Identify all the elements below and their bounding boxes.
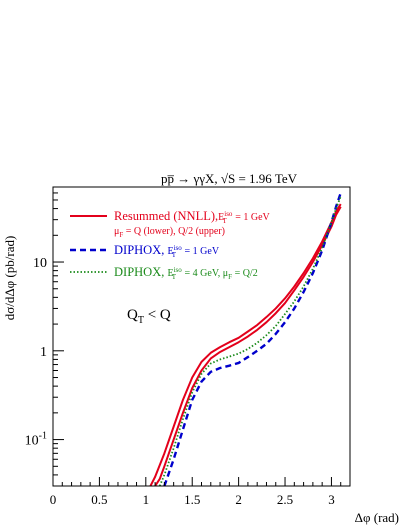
- legend-e-rest: = 4 GeV,: [182, 268, 223, 279]
- y-tick-label: 1: [40, 345, 47, 360]
- y-tick-label: 10: [33, 256, 47, 271]
- legend-e: E: [167, 268, 173, 279]
- x-tick-label: 3: [328, 492, 335, 507]
- legend-e-sub: T: [172, 251, 177, 259]
- legend-e-sup: iso: [174, 266, 183, 274]
- legend-e-rest: = 1 GeV: [182, 246, 220, 257]
- legend-e: E: [167, 246, 173, 257]
- x-tick-label: 2: [235, 492, 242, 507]
- series-layer: [149, 192, 342, 486]
- chart-title: pp̅ → γγX, √S = 1.96 TeV: [161, 171, 298, 186]
- series-line-1: [154, 206, 342, 486]
- x-tick-label: 2.5: [277, 492, 293, 507]
- qt-annotation: QT < Q: [127, 307, 171, 326]
- series-line-3: [158, 195, 342, 486]
- axis-ticks: 0 0.5 1 1.5 2 2.5 3 10-1 1 10: [25, 186, 351, 507]
- legend-e-sub: T: [172, 273, 177, 281]
- legend-e-sup: iso: [224, 210, 233, 218]
- y-tick-label: 10-1: [25, 431, 47, 449]
- x-tick-label: 0.5: [91, 492, 107, 507]
- annotation-sub: T: [138, 315, 144, 326]
- series-line-0: [149, 203, 342, 486]
- legend-mu: μ: [223, 268, 228, 279]
- legend-mu-rest: = Q (lower), Q/2 (upper): [123, 226, 225, 237]
- legend: Resummed (NNLL),Eiso T = 1 GeV μF = Q (lo…: [70, 209, 271, 281]
- legend-mu-sub: F: [119, 231, 123, 239]
- annotation-rest: < Q: [144, 307, 171, 323]
- legend-e: E: [218, 212, 224, 223]
- legend-e-rest: = 1 GeV: [233, 212, 271, 223]
- legend-mu: μ: [114, 226, 119, 237]
- annotation-base: Q: [127, 307, 138, 323]
- x-tick-label: 1: [143, 492, 150, 507]
- legend-main: DIPHOX,: [114, 243, 167, 257]
- legend-label-resummed: Resummed (NNLL),Eiso T = 1 GeV: [114, 209, 271, 225]
- legend-main: Resummed (NNLL),: [114, 209, 218, 223]
- legend-mu-rest: = Q/2: [232, 268, 258, 279]
- y-axis-label: dσ/dΔφ (pb/rad): [2, 236, 17, 321]
- legend-e-sub: T: [222, 217, 227, 225]
- legend-main: DIPHOX,: [114, 265, 167, 279]
- legend-mu-sub: F: [228, 273, 232, 281]
- legend-label-resummed-line2: μF = Q (lower), Q/2 (upper): [114, 226, 225, 239]
- x-axis-label: Δφ (rad): [355, 510, 399, 525]
- legend-label-diphox-4: DIPHOX, Eiso T = 4 GeV, μF = Q/2: [114, 265, 258, 281]
- legend-e-sup: iso: [174, 244, 183, 252]
- x-tick-label: 1.5: [184, 492, 200, 507]
- legend-label-diphox-1: DIPHOX, Eiso T = 1 GeV: [114, 243, 220, 259]
- x-tick-label: 0: [50, 492, 57, 507]
- series-line-2: [163, 192, 342, 486]
